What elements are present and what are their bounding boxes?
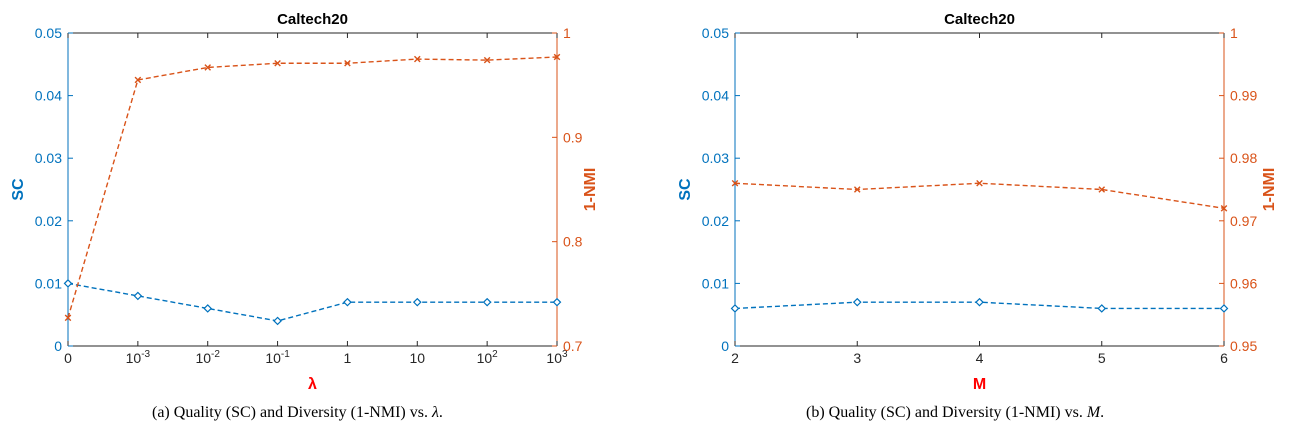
sc-point bbox=[1219, 304, 1229, 313]
x-tick-label: 10-1 bbox=[265, 349, 290, 366]
sc-point bbox=[63, 279, 73, 288]
left-y-axis-label: SC bbox=[10, 178, 27, 201]
sc-point bbox=[343, 297, 352, 307]
left-y-tick-label: 0.04 bbox=[702, 88, 729, 104]
left-y-tick-label: 0.04 bbox=[35, 88, 62, 104]
caption-a-symbol: λ bbox=[431, 404, 439, 421]
sc-point bbox=[852, 297, 862, 307]
sc-point bbox=[975, 297, 984, 307]
left-y-tick-label: 0.01 bbox=[35, 275, 62, 291]
chart-title: Caltech20 bbox=[944, 11, 1015, 28]
left-y-tick-label: 0.02 bbox=[702, 213, 729, 229]
nmi-point bbox=[204, 64, 212, 71]
caption-a: (a) Quality (SC) and Diversity (1-NMI) v… bbox=[152, 404, 443, 421]
x-axis-label: M bbox=[973, 376, 986, 393]
sc-point bbox=[1097, 304, 1107, 313]
right-y-tick-label: 0.7 bbox=[563, 338, 583, 354]
right-y-tick-label: 0.95 bbox=[1230, 338, 1257, 354]
nmi-point bbox=[134, 76, 142, 84]
nmi-series-line bbox=[67, 56, 558, 319]
left-y-tick-label: 0.01 bbox=[702, 275, 729, 291]
sc-point bbox=[730, 304, 740, 313]
nmi-point bbox=[1098, 186, 1106, 193]
right-y-axis-label: 1-NMI bbox=[1261, 168, 1278, 212]
right-y-tick-label: 1 bbox=[1230, 25, 1238, 41]
chart-title: Caltech20 bbox=[277, 11, 348, 28]
nmi-point bbox=[483, 56, 491, 64]
right-y-axis-label: 1-NMI bbox=[582, 168, 599, 212]
nmi-point bbox=[274, 59, 281, 67]
x-tick-label: 5 bbox=[1098, 350, 1106, 366]
sc-series-line bbox=[67, 282, 557, 322]
x-tick-label: 4 bbox=[976, 350, 984, 366]
left-y-tick-label: 0.05 bbox=[35, 25, 62, 41]
left-y-tick-label: 0.02 bbox=[35, 213, 62, 229]
sc-point bbox=[133, 291, 143, 301]
x-tick-label: 1 bbox=[344, 350, 352, 366]
x-tick-label: 0 bbox=[64, 350, 72, 366]
left-y-tick-label: 0.03 bbox=[35, 150, 62, 166]
x-tick-label: 2 bbox=[731, 350, 739, 366]
x-tick-label: 102 bbox=[477, 349, 499, 366]
caption-a-text: (a) Quality (SC) and Diversity (1-NMI) v… bbox=[152, 404, 428, 421]
right-y-tick-label: 0.98 bbox=[1230, 150, 1257, 166]
left-y-axis-label: SC bbox=[677, 178, 694, 201]
right-y-tick-label: 0.9 bbox=[563, 129, 583, 145]
sc-point bbox=[273, 316, 282, 326]
left-y-tick-label: 0 bbox=[54, 338, 62, 354]
x-tick-label: 10 bbox=[409, 350, 425, 366]
left-y-tick-label: 0.03 bbox=[702, 150, 729, 166]
right-y-tick-label: 0.97 bbox=[1230, 213, 1257, 229]
sc-point bbox=[203, 304, 213, 313]
chart-panel-b: Caltech20 2 3 4 5 6 0 0.01 0.02 0.03 0.04 0.05 0.95 0… bbox=[677, 11, 1278, 393]
left-y-tick-label: 0.05 bbox=[702, 25, 729, 41]
nmi-point bbox=[413, 55, 421, 63]
x-tick-label: 3 bbox=[853, 350, 861, 366]
sc-point bbox=[552, 297, 562, 307]
caption-b: (b) Quality (SC) and Diversity (1-NMI) v… bbox=[806, 404, 1105, 421]
right-y-tick-label: 0.8 bbox=[563, 234, 583, 250]
nmi-point bbox=[731, 179, 739, 187]
right-y-tick-label: 0.99 bbox=[1230, 88, 1257, 104]
nmi-point bbox=[853, 186, 861, 193]
x-tick-label: 10-3 bbox=[126, 349, 151, 366]
right-y-tick-label: 0.96 bbox=[1230, 275, 1257, 291]
left-y-tick-label: 0 bbox=[721, 338, 729, 354]
caption-b-symbol: M bbox=[1086, 404, 1101, 421]
sc-point bbox=[412, 297, 422, 307]
nmi-point bbox=[1220, 204, 1228, 212]
x-tick-label: 6 bbox=[1220, 350, 1228, 366]
nmi-series-line bbox=[734, 182, 1225, 209]
x-tick-label: 10-2 bbox=[195, 349, 220, 366]
nmi-point bbox=[976, 179, 983, 187]
x-axis-label: λ bbox=[308, 376, 317, 393]
nmi-point bbox=[553, 53, 561, 61]
sc-point bbox=[482, 297, 492, 307]
chart-panel-a: Caltech20 0 10-3 10-2 10-1 1 10 102 103 0 0.01 0.02… bbox=[10, 11, 599, 393]
nmi-point bbox=[64, 314, 72, 322]
nmi-point bbox=[344, 59, 351, 67]
x-tick-label: 103 bbox=[546, 349, 568, 366]
caption-b-text: (b) Quality (SC) and Diversity (1-NMI) v… bbox=[806, 404, 1083, 421]
right-y-tick-label: 1 bbox=[563, 25, 571, 41]
